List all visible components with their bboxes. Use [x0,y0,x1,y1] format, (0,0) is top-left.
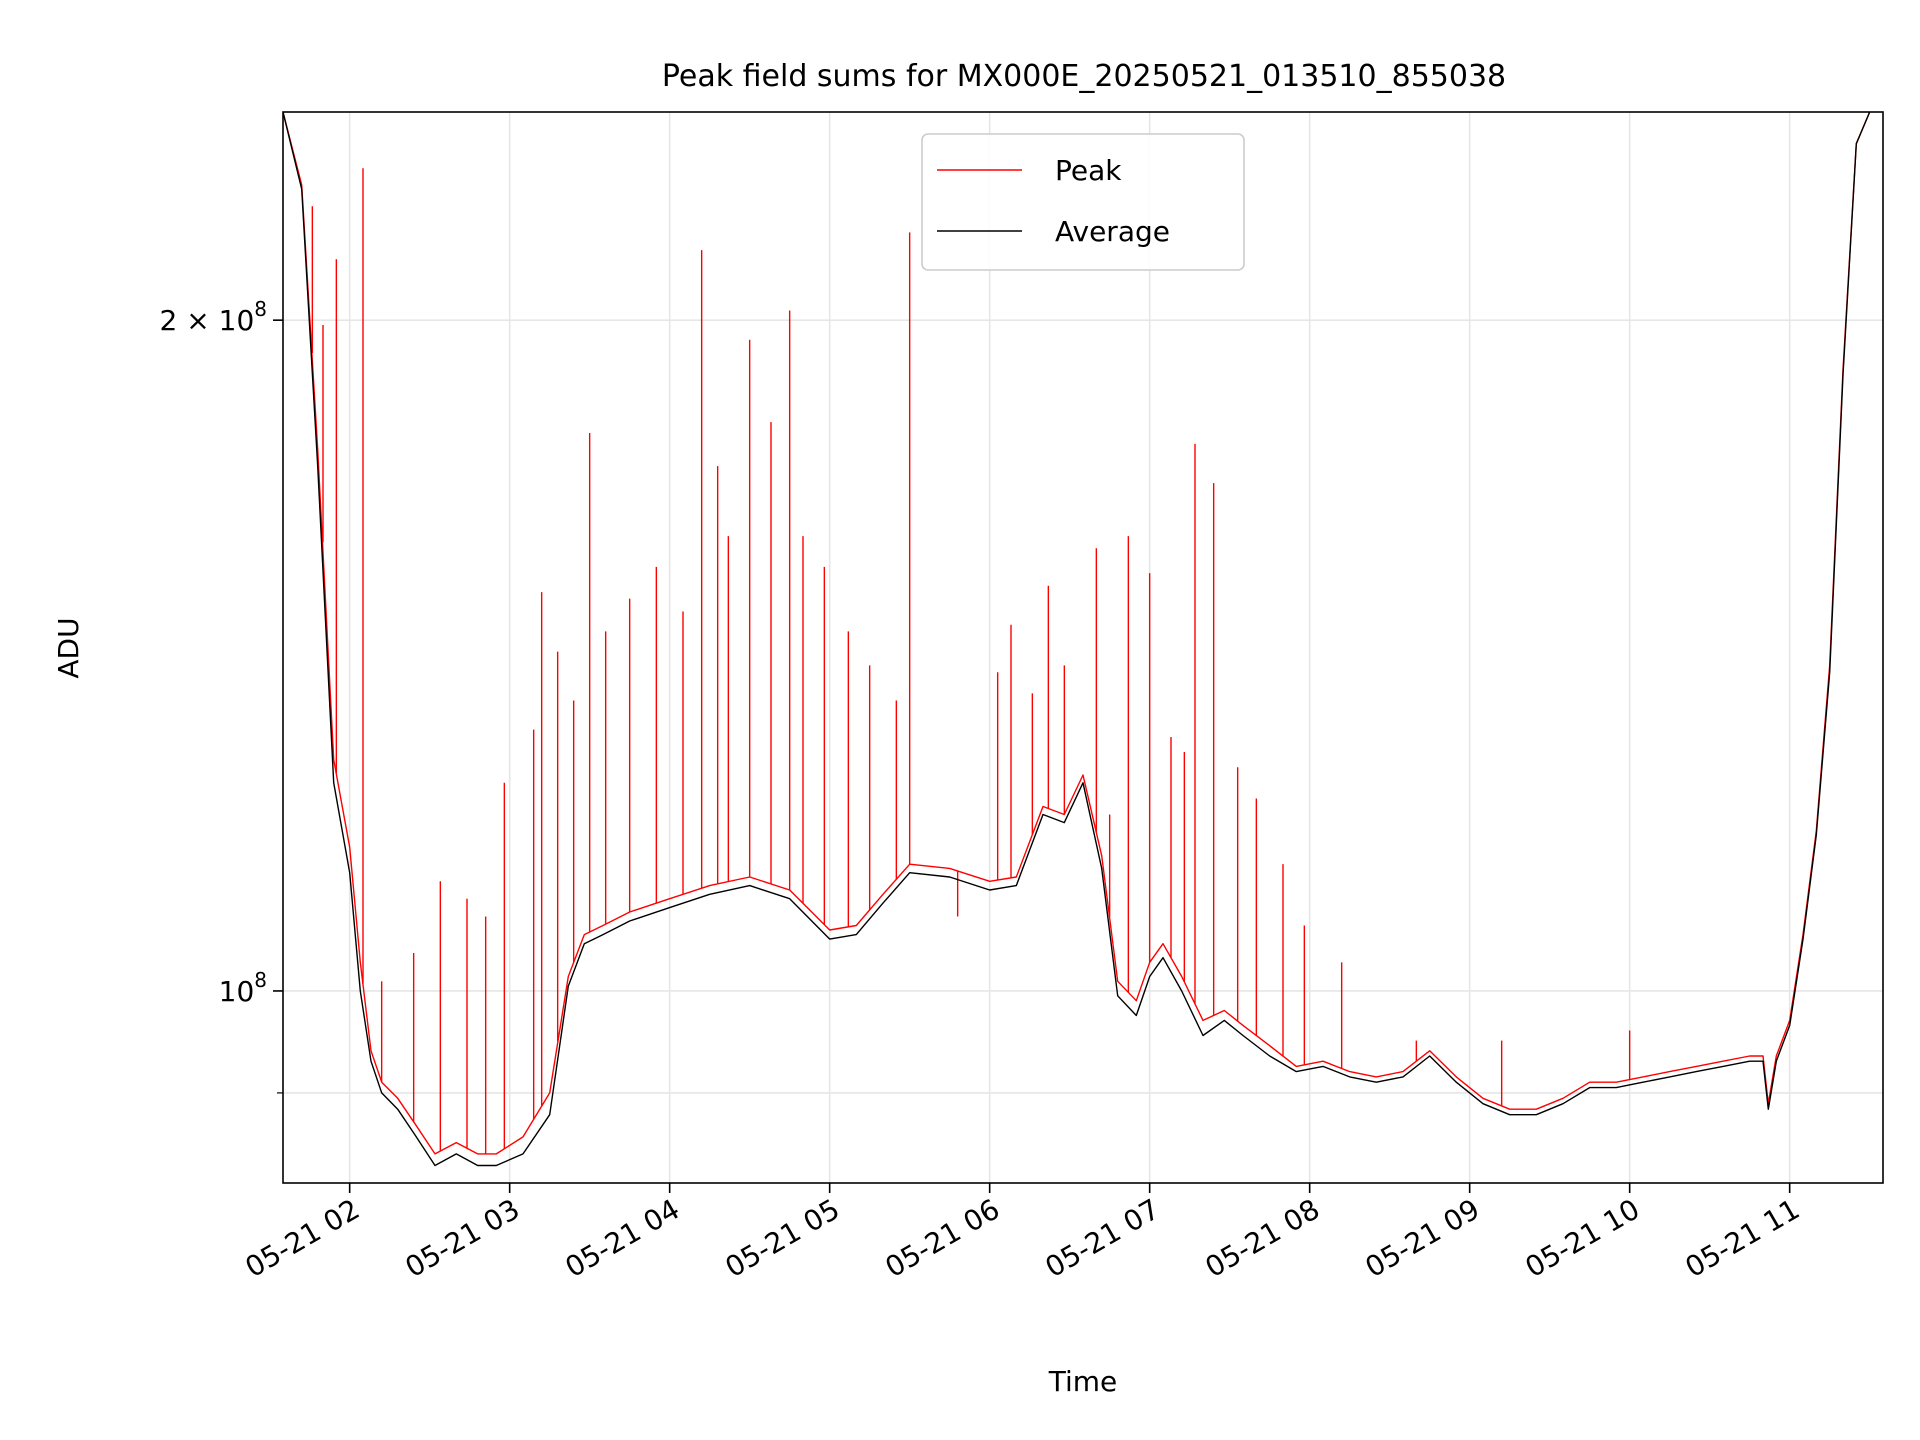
grid [283,112,1883,1183]
legend-label-average: Average [1055,215,1170,248]
y-tick-label: 108 [219,968,267,1008]
plot-frame [282,111,1884,1184]
x-axis-label: Time [1048,1365,1118,1398]
series-layer [283,112,1871,1167]
y-tick-label: 2 × 108 [160,297,267,337]
y-axis-label: ADU [52,617,85,678]
legend-label-peak: Peak [1055,154,1122,187]
series-line-average [283,112,1871,1167]
chart-title: Peak field sums for MX000E_20250521_0135… [662,59,1506,94]
legend: Peak Average [921,133,1245,271]
legend-box [921,133,1245,271]
series-line-peak [283,112,1871,1155]
y-axis: 108 2 × 108 [160,297,283,1094]
